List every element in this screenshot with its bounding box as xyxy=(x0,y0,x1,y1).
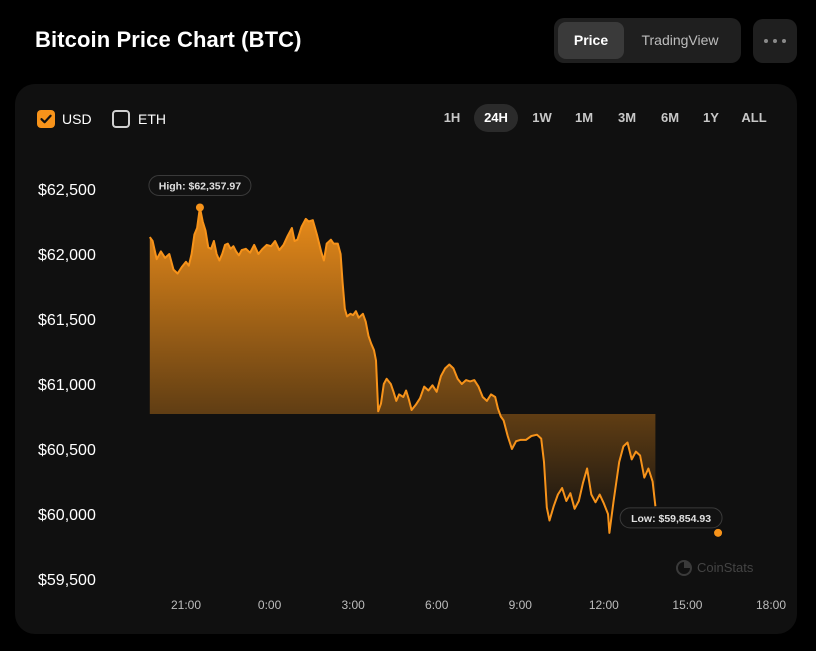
coinstats-watermark: CoinStats xyxy=(675,559,765,577)
low-callout xyxy=(619,507,723,529)
range-all[interactable]: ALL xyxy=(741,110,767,125)
checkmark-icon xyxy=(40,114,52,124)
eth-checkbox[interactable] xyxy=(112,110,130,128)
usd-checkbox[interactable] xyxy=(37,110,55,128)
y-tick-label: $61,500 xyxy=(38,312,96,329)
more-horizontal-icon xyxy=(764,39,768,43)
range-1y[interactable]: 1Y xyxy=(703,110,719,125)
x-tick-label: 0:00 xyxy=(258,598,282,612)
tab-tradingview[interactable]: TradingView xyxy=(641,32,719,48)
y-tick-label: $60,500 xyxy=(38,442,96,459)
tab-price[interactable]: Price xyxy=(558,22,624,59)
x-tick-label: 18:00 xyxy=(756,598,786,612)
price-line xyxy=(148,206,657,534)
price-area xyxy=(149,207,656,533)
y-tick-label: $62,000 xyxy=(38,247,96,264)
x-tick-label: 3:00 xyxy=(341,598,365,612)
view-toggle: Price TradingView xyxy=(554,18,741,63)
x-tick-label: 6:00 xyxy=(425,598,449,612)
x-tick-label: 12:00 xyxy=(589,598,619,612)
range-1m[interactable]: 1M xyxy=(574,110,594,125)
usd-label: USD xyxy=(62,111,92,127)
y-tick-label: $60,000 xyxy=(38,507,96,524)
range-1w[interactable]: 1W xyxy=(532,110,552,125)
y-tick-label: $61,000 xyxy=(38,377,96,394)
range-24h[interactable]: 24H xyxy=(474,104,518,132)
x-tick-label: 9:00 xyxy=(509,598,533,612)
watermark-text: CoinStats xyxy=(697,560,754,575)
chart-panel xyxy=(15,84,797,634)
y-tick-label: $62,500 xyxy=(38,182,96,199)
more-options-button[interactable] xyxy=(753,19,797,63)
x-tick-label: 15:00 xyxy=(672,598,702,612)
x-tick-label: 21:00 xyxy=(171,598,201,612)
high-callout xyxy=(148,174,252,196)
page-title: Bitcoin Price Chart (BTC) xyxy=(35,27,302,52)
high-marker xyxy=(195,203,204,212)
eth-label: ETH xyxy=(138,111,166,127)
low-marker xyxy=(714,528,723,537)
x-axis: 21:00 0:00 3:00 6:00 9:00 12:00 15:00 18:00 xyxy=(171,598,786,612)
range-1h[interactable]: 1H xyxy=(443,110,461,125)
low-label: Low: $59,854.93 xyxy=(631,513,711,525)
coinstats-logo-icon xyxy=(676,560,692,576)
y-axis: $62,500 $62,000 $61,500 $61,000 $60,500 $60,0… xyxy=(38,182,96,589)
range-3m[interactable]: 3M xyxy=(617,110,637,125)
y-tick-label: $59,500 xyxy=(38,572,96,589)
high-label: High: $62,357.97 xyxy=(159,180,241,192)
range-6m[interactable]: 6M xyxy=(660,110,680,125)
